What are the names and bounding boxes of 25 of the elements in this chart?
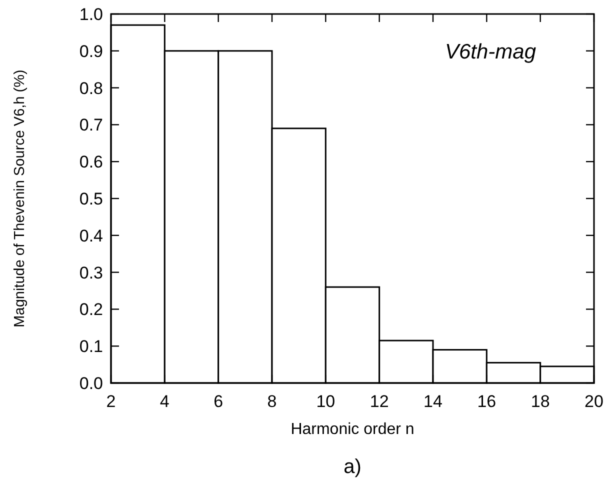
x-tick-label: 4 xyxy=(160,392,170,411)
y-axis-title: Magnitude of Thevenin Source V6,h (%) xyxy=(12,70,28,328)
text: a) xyxy=(344,456,362,478)
y-tick-label: 0.4 xyxy=(79,226,103,246)
y-tick-label: 0.3 xyxy=(79,263,103,282)
x-tick-label: 8 xyxy=(267,392,277,411)
y-tick-label: 0.8 xyxy=(79,78,103,98)
annotation: V6th-mag xyxy=(444,40,536,64)
y-tick-label: 0.2 xyxy=(79,300,103,320)
x-tick-label: 20 xyxy=(584,392,604,411)
x-axis-title: Harmonic order n xyxy=(290,421,414,438)
x-tick-label: 12 xyxy=(370,392,389,411)
y-tick-label: 0.7 xyxy=(79,116,103,135)
x-tick-label: 10 xyxy=(316,392,336,411)
y-tick-label: 0.5 xyxy=(79,189,103,208)
x-tick-label: 2 xyxy=(106,392,116,411)
y-tick-label: 1.0 xyxy=(79,4,103,24)
y-tick-label: 0.1 xyxy=(79,337,103,356)
y-tick-label: 0.0 xyxy=(79,374,103,393)
x-tick-label: 18 xyxy=(530,392,550,411)
x-tick-label: 16 xyxy=(477,392,496,411)
y-tick-label: 0.9 xyxy=(79,42,103,61)
x-tick-label: 14 xyxy=(424,392,442,411)
y-tick-label: 0.6 xyxy=(79,152,103,172)
x-tick-label: 6 xyxy=(214,392,224,411)
